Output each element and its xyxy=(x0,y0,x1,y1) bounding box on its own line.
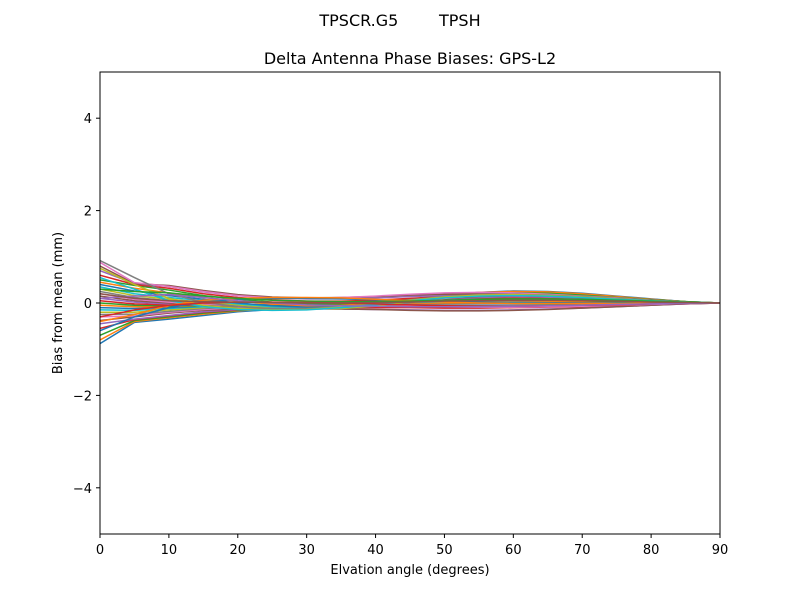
y-tick-label: 2 xyxy=(84,205,92,220)
y-tick-label: −2 xyxy=(73,389,92,404)
series-line-33 xyxy=(100,288,720,304)
y-tick-label: 0 xyxy=(84,297,92,312)
series-line-35 xyxy=(100,293,720,308)
x-tick-label: 90 xyxy=(712,543,729,558)
y-axis-label: Bias from mean (mm) xyxy=(51,232,66,374)
y-tick-label: 4 xyxy=(84,112,92,127)
figure-suptitle: TPSCR.G5 TPSH xyxy=(318,11,480,30)
series-line-6 xyxy=(100,302,720,322)
x-axis-label: Elvation angle (degrees) xyxy=(330,563,489,578)
x-tick-label: 40 xyxy=(367,543,384,558)
series-layer xyxy=(100,259,720,345)
x-tick-label: 30 xyxy=(298,543,315,558)
series-line-36 xyxy=(100,293,720,304)
x-tick-label: 10 xyxy=(161,543,178,558)
x-tick-label: 80 xyxy=(643,543,660,558)
x-tick-label: 60 xyxy=(505,543,522,558)
x-tick-label: 50 xyxy=(436,543,453,558)
x-axis: 0 10 20 30 40 50 60 70 80 90 xyxy=(96,534,728,558)
x-tick-label: 20 xyxy=(230,543,247,558)
chart-title: Delta Antenna Phase Biases: GPS-L2 xyxy=(264,49,556,68)
x-tick-label: 70 xyxy=(574,543,591,558)
y-tick-label: −4 xyxy=(73,482,92,497)
y-axis: −4 −2 0 2 4 xyxy=(73,112,100,497)
x-tick-label: 0 xyxy=(96,543,104,558)
